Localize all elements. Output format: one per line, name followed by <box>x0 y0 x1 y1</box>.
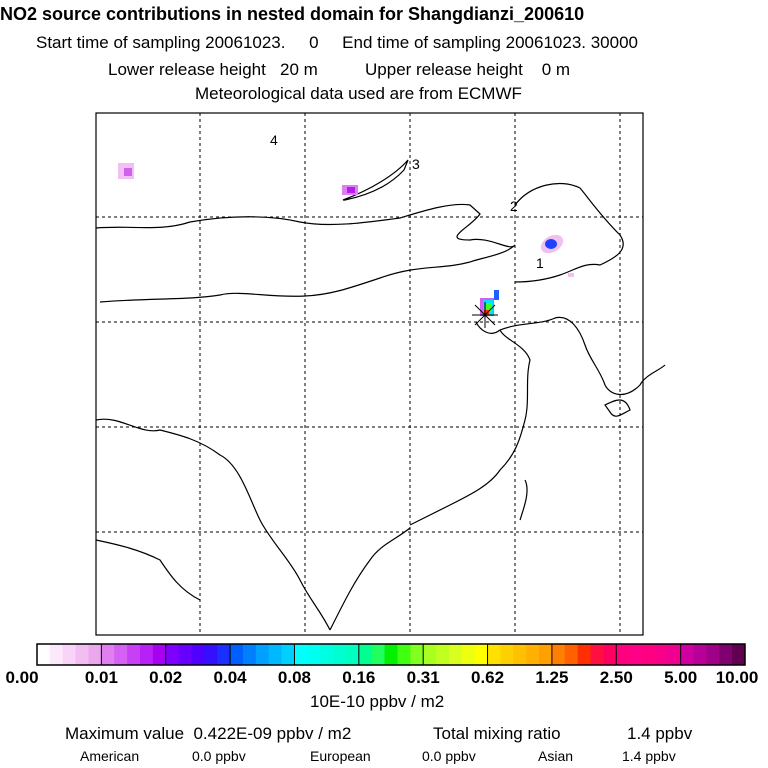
colorbar-tick-label: 0.02 <box>149 668 183 687</box>
colorbar-frame <box>36 643 746 666</box>
colorbar-swatch <box>191 644 205 665</box>
colorbar-swatch <box>603 644 617 665</box>
colorbar-swatch <box>461 644 476 665</box>
colorbar-swatch <box>629 644 643 665</box>
colorbar-swatch <box>732 644 746 665</box>
total-mixing-value: 1.4 ppbv <box>627 724 693 743</box>
colorbar-swatch <box>371 644 386 665</box>
colorbar-swatch <box>255 644 270 665</box>
colorbar-tick-label: 5.00 <box>664 668 698 687</box>
colorbar-swatch <box>242 644 257 665</box>
colorbar-tick-label: 0.16 <box>342 668 376 687</box>
colorbar-swatch <box>487 644 501 665</box>
colorbar-swatch <box>345 644 360 665</box>
colorbar-tick-label: 0.62 <box>470 668 505 687</box>
colorbar-tick-label: 10.00 <box>715 668 759 687</box>
plot-title: NO2 source contributions in nested domai… <box>0 4 585 24</box>
asian-label: Asian <box>538 748 574 764</box>
colorbar-swatch <box>165 644 180 665</box>
grid-lines <box>96 113 643 635</box>
colorbar-swatch <box>667 644 682 665</box>
colorbar-swatch <box>384 644 398 665</box>
colorbar-swatch <box>37 644 51 665</box>
colorbar-swatch <box>152 644 167 665</box>
asian-value: 1.4 ppbv <box>622 748 676 764</box>
colorbar-swatch <box>474 644 489 665</box>
release-height: Lower release height 20 m Upper release … <box>108 60 571 79</box>
colorbar-swatch <box>423 644 437 665</box>
plume <box>118 163 574 316</box>
colorbar-swatch <box>75 644 89 665</box>
colorbar-swatch <box>333 644 347 665</box>
american-label: American <box>80 748 140 764</box>
colorbar-swatch <box>307 644 321 665</box>
colorbar-tick-label: 0.00 <box>5 668 39 687</box>
colorbar-swatch <box>88 644 102 665</box>
colorbar-swatch <box>101 644 115 665</box>
met-data-source: Meteorological data used are from ECMWF <box>195 84 522 103</box>
region-label: 4 <box>270 132 278 148</box>
american-value: 0.0 ppbv <box>192 748 246 764</box>
colorbar-swatch <box>436 644 450 665</box>
colorbar-tick-label: 1.25 <box>535 668 569 687</box>
region-label: 2 <box>510 198 518 214</box>
region-label: 3 <box>412 156 420 172</box>
colorbar-swatch <box>294 644 308 665</box>
colorbar-swatch <box>500 644 514 665</box>
region-label: 1 <box>536 255 544 271</box>
coastlines <box>95 159 666 631</box>
colorbar-swatch <box>551 644 566 665</box>
colorbar-swatch <box>719 644 733 665</box>
colorbar-swatch <box>358 644 373 665</box>
colorbar-swatch <box>230 644 244 665</box>
colorbar-swatch <box>114 644 128 665</box>
colorbar-swatch <box>654 644 669 665</box>
colorbar-swatch <box>706 644 720 665</box>
colorbar-swatch <box>590 644 604 665</box>
colorbar-swatch <box>513 644 527 665</box>
colorbar-swatch <box>410 644 424 665</box>
colorbar-swatch <box>642 644 656 665</box>
colorbar-swatch <box>680 644 695 665</box>
european-value: 0.0 ppbv <box>422 748 476 764</box>
colorbar-swatch <box>526 644 540 665</box>
colorbar-swatch <box>268 644 283 665</box>
colorbar-swatch <box>127 644 141 665</box>
colorbar-swatch <box>564 644 579 665</box>
map-frame <box>95 112 644 636</box>
colorbar-tick-label: 0.31 <box>406 668 440 687</box>
total-mixing-label: Total mixing ratio <box>433 724 561 743</box>
station-marker-icon <box>472 302 498 328</box>
european-label: European <box>310 748 371 764</box>
colorbar-swatch <box>539 644 553 665</box>
colorbar-swatch <box>204 644 218 665</box>
colorbar-tick-label: 0.08 <box>277 668 311 687</box>
colorbar-swatch <box>616 644 630 665</box>
colorbar-tick-label: 2.50 <box>599 668 633 687</box>
colorbar-swatch <box>49 644 64 665</box>
colorbar-swatch <box>217 644 231 665</box>
colorbar-swatch <box>178 644 192 665</box>
sampling-time: Start time of sampling 20061023. 0 End t… <box>36 33 638 52</box>
colorbar-swatch <box>577 644 592 665</box>
colorbar-tick-label: 0.04 <box>213 668 247 687</box>
colorbar-unit: 10E-10 ppbv / m2 <box>310 692 445 711</box>
colorbar-swatch <box>693 644 707 665</box>
colorbar-swatch <box>139 644 154 665</box>
maximum-value: Maximum value 0.422E-09 ppbv / m2 <box>65 724 352 743</box>
colorbar <box>36 643 746 666</box>
colorbar-swatch <box>397 644 411 665</box>
colorbar-swatch <box>62 644 77 665</box>
colorbar-swatch <box>448 644 463 665</box>
colorbar-tick-label: 0.01 <box>84 668 118 687</box>
colorbar-swatch <box>281 644 295 665</box>
colorbar-swatch <box>320 644 334 665</box>
